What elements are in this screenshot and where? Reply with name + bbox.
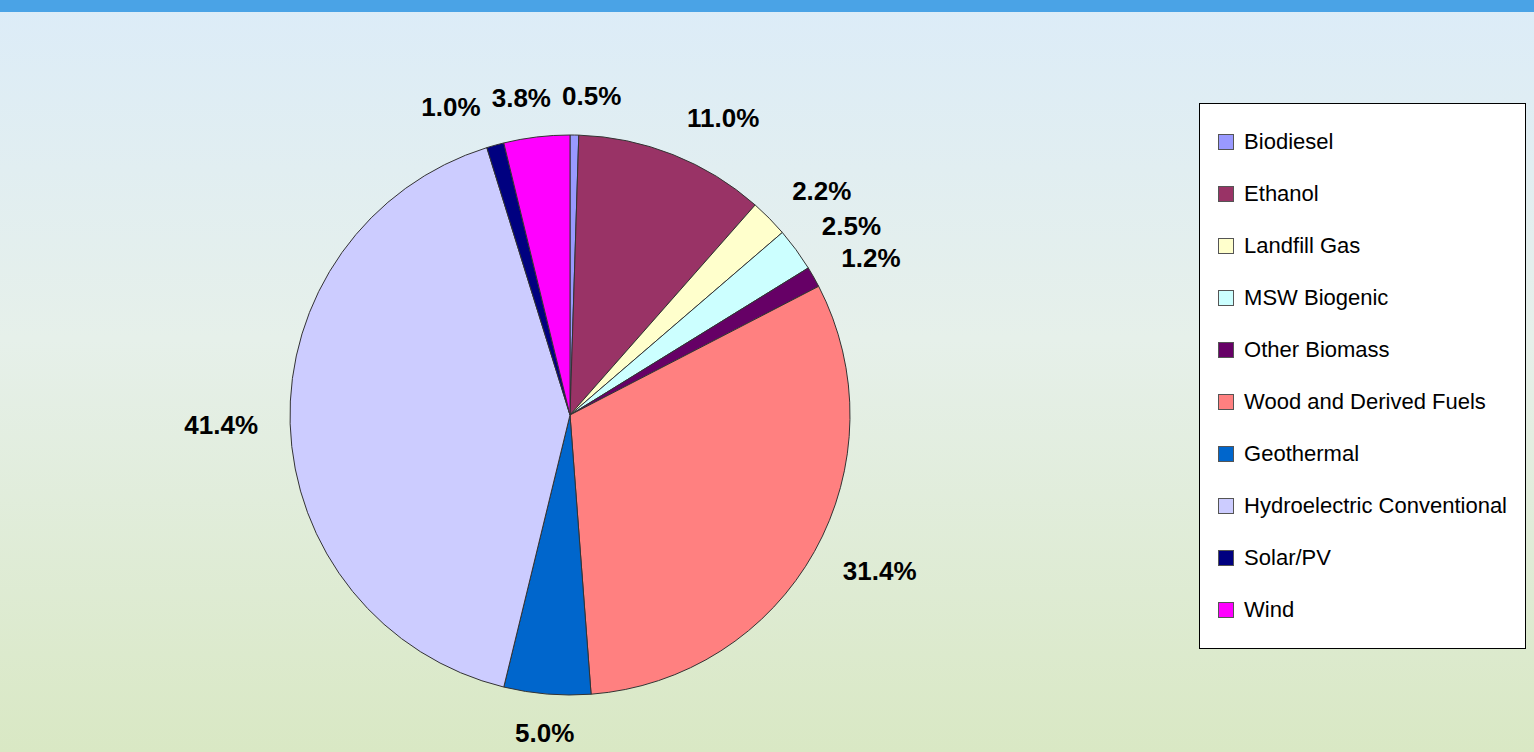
svg-text:3.8%: 3.8%: [492, 83, 551, 113]
svg-text:1.2%: 1.2%: [841, 243, 900, 273]
html-text:Wood and Derived Fuels: Wood and Derived Fuels: [1244, 389, 1486, 414]
html-text:Ethanol: Ethanol: [1244, 181, 1319, 206]
html-text:Solar/PV: Solar/PV: [1244, 545, 1331, 570]
html-text:Other Biomass: Other Biomass: [1244, 337, 1390, 362]
svg-text:2.5%: 2.5%: [822, 211, 881, 241]
svg-text:41.4%: 41.4%: [184, 410, 258, 440]
svg-text:1.0%: 1.0%: [421, 92, 480, 122]
html-text:Biodiesel: Biodiesel: [1244, 129, 1334, 154]
html-text:Hydroelectric Conventional: Hydroelectric Conventional: [1244, 493, 1507, 518]
svg-text:2.2%: 2.2%: [792, 176, 851, 206]
html-text:MSW Biogenic: MSW Biogenic: [1244, 285, 1389, 310]
svg-text:5.0%: 5.0%: [515, 718, 574, 748]
svg-text:31.4%: 31.4%: [843, 556, 917, 586]
html-text:Wind: Wind: [1244, 597, 1295, 622]
html-text:Landfill Gas: Landfill Gas: [1244, 233, 1361, 258]
svg-text:11.0%: 11.0%: [687, 103, 759, 133]
html-text:Geothermal: Geothermal: [1244, 441, 1359, 466]
svg-text:0.5%: 0.5%: [562, 81, 621, 111]
